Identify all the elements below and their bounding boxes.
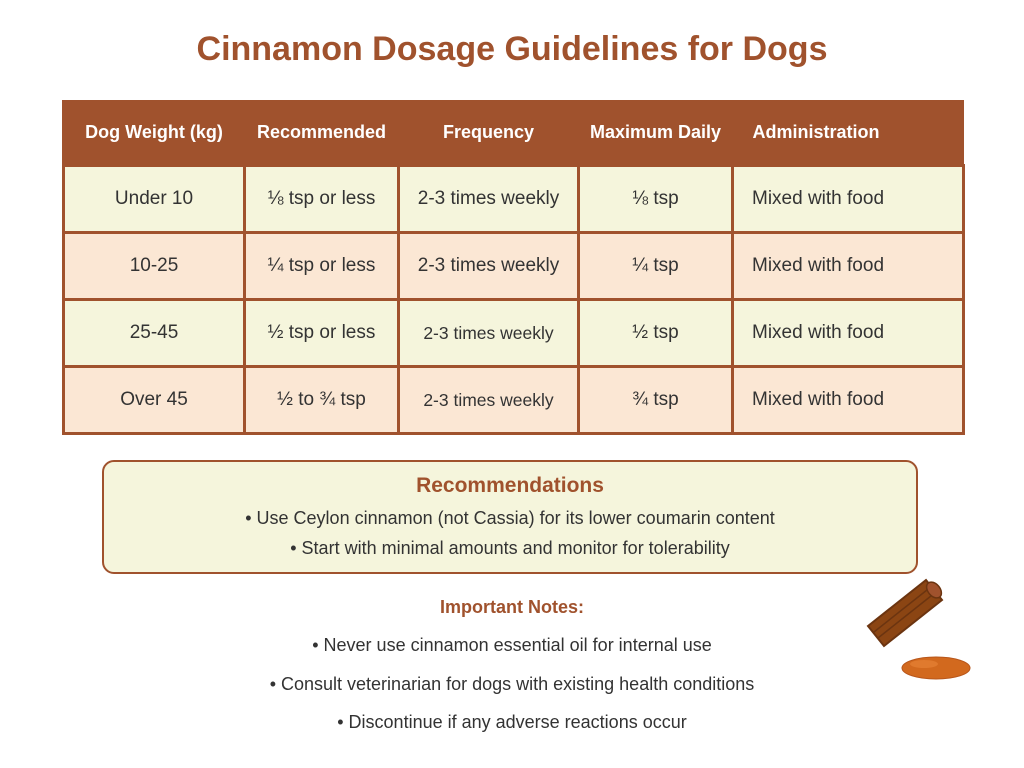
- cell-frequency: 2-3 times weekly: [397, 164, 580, 234]
- cell-recommended: ¼ tsp or less: [243, 231, 400, 301]
- cell-dog-weight: 25-45: [62, 298, 246, 368]
- recommendations-title: Recommendations: [416, 474, 604, 497]
- note-item: • Never use cinnamon essential oil for i…: [312, 635, 712, 655]
- cinnamon-decoration: [866, 578, 971, 680]
- header-maximum-daily: Maximum Daily: [578, 100, 733, 166]
- cell-dog-weight: Under 10: [62, 164, 246, 234]
- recommendation-item: • Start with minimal amounts and monitor…: [290, 538, 730, 558]
- dosage-table: Dog Weight (kg) Recommended Frequency Ma…: [62, 100, 965, 435]
- recommendation-item: • Use Ceylon cinnamon (not Cassia) for i…: [245, 508, 775, 528]
- cell-maximum-daily: ¾ tsp: [577, 365, 734, 435]
- cinnamon-stick-icon: [866, 578, 944, 648]
- header-recommended: Recommended: [244, 100, 399, 166]
- table-row: 25-45 ½ tsp or less 2-3 times weekly ½ t…: [62, 298, 965, 368]
- cell-recommended: ⅛ tsp or less: [243, 164, 400, 234]
- header-dog-weight: Dog Weight (kg): [63, 100, 245, 166]
- header-frequency: Frequency: [398, 100, 579, 166]
- table-header-row: Dog Weight (kg) Recommended Frequency Ma…: [63, 100, 964, 166]
- recommendations-box: Recommendations • Use Ceylon cinnamon (n…: [102, 460, 918, 574]
- cell-recommended: ½ to ¾ tsp: [243, 365, 400, 435]
- note-item: • Discontinue if any adverse reactions o…: [337, 712, 687, 732]
- table-row: 10-25 ¼ tsp or less 2-3 times weekly ¼ t…: [62, 231, 965, 301]
- table-row: Over 45 ½ to ¾ tsp 2-3 times weekly ¾ ts…: [62, 365, 965, 435]
- cell-maximum-daily: ⅛ tsp: [577, 164, 734, 234]
- cell-recommended: ½ tsp or less: [243, 298, 400, 368]
- cell-maximum-daily: ½ tsp: [577, 298, 734, 368]
- note-item: • Consult veterinarian for dogs with exi…: [269, 674, 755, 694]
- cell-administration: Mixed with food: [731, 298, 965, 368]
- cinnamon-powder-icon: [901, 656, 971, 680]
- dosage-table-container: Dog Weight (kg) Recommended Frequency Ma…: [62, 100, 965, 435]
- cell-dog-weight: Over 45: [62, 365, 246, 435]
- cell-maximum-daily: ¼ tsp: [577, 231, 734, 301]
- cell-dog-weight: 10-25: [62, 231, 246, 301]
- important-notes-title: Important Notes:: [440, 597, 584, 617]
- page-title: Cinnamon Dosage Guidelines for Dogs: [196, 30, 828, 68]
- cell-administration: Mixed with food: [731, 164, 965, 234]
- cell-frequency: 2-3 times weekly: [397, 231, 580, 301]
- cell-frequency: 2-3 times weekly: [397, 365, 580, 435]
- table-row: Under 10 ⅛ tsp or less 2-3 times weekly …: [62, 164, 965, 234]
- cell-administration: Mixed with food: [731, 365, 965, 435]
- cell-frequency: 2-3 times weekly: [397, 298, 580, 368]
- header-administration: Administration: [732, 100, 964, 166]
- cell-administration: Mixed with food: [731, 231, 965, 301]
